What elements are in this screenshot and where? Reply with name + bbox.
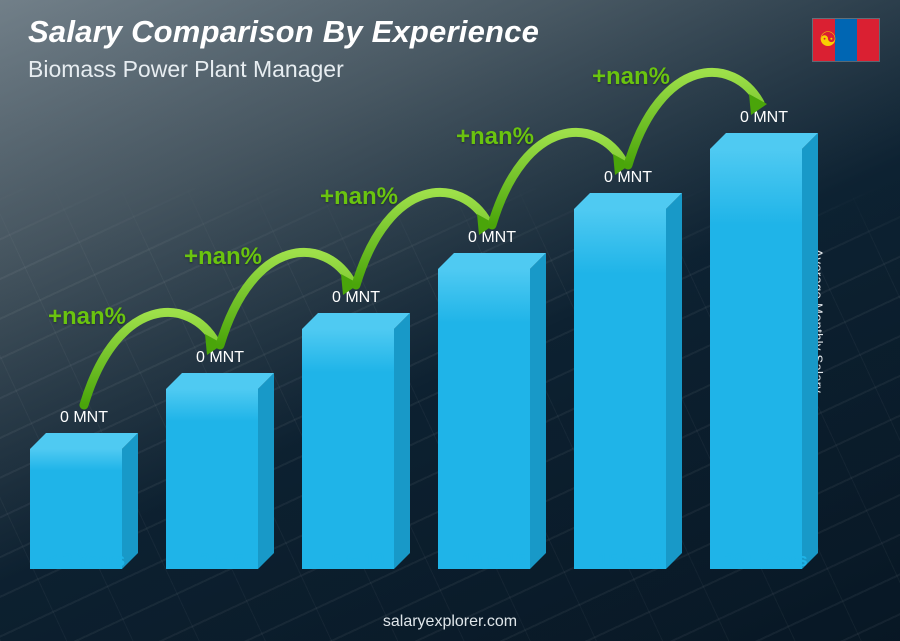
bar <box>438 269 546 569</box>
x-axis-label: < 2 Years <box>16 550 156 571</box>
country-flag-icon: ☯ <box>812 18 880 62</box>
bar <box>574 209 682 569</box>
bar-top <box>30 433 138 449</box>
infographic-canvas: Salary Comparison By Experience Biomass … <box>0 0 900 641</box>
bar-chart: 0 MNT< 2 Years0 MNT2 to 50 MNT5 to 100 M… <box>30 100 846 595</box>
x-axis-label: 10 to 15 <box>424 550 564 571</box>
title-block: Salary Comparison By Experience Biomass … <box>28 14 539 83</box>
bar-side <box>122 433 138 569</box>
bar <box>166 389 274 569</box>
footer-credit: salaryexplorer.com <box>0 613 900 631</box>
bar-front <box>574 209 666 569</box>
bar-front <box>438 269 530 569</box>
flag-stripe <box>857 19 879 61</box>
bar-side <box>394 313 410 569</box>
bar-side <box>530 253 546 569</box>
page-title: Salary Comparison By Experience <box>28 14 539 50</box>
bar-front <box>302 329 394 569</box>
bar-side <box>802 133 818 569</box>
growth-arrow-icon <box>618 33 780 175</box>
bar-slot: 0 MNT< 2 Years <box>30 409 138 569</box>
x-axis-label: 2 to 5 <box>152 550 292 571</box>
bar <box>710 149 818 569</box>
flag-symbol-icon: ☯ <box>819 30 837 50</box>
flag-stripe <box>835 19 857 61</box>
bar-front <box>710 149 802 569</box>
x-axis-label: 20+ Years <box>696 550 836 571</box>
bars-container: 0 MNT< 2 Years0 MNT2 to 50 MNT5 to 100 M… <box>30 100 846 595</box>
bar-slot: 0 MNT20+ Years <box>710 109 818 569</box>
x-axis-label: 5 to 10 <box>288 550 428 571</box>
bar <box>302 329 410 569</box>
page-subtitle: Biomass Power Plant Manager <box>28 56 539 83</box>
bar-front <box>166 389 258 569</box>
bar-side <box>258 373 274 569</box>
x-axis-label: 15 to 20 <box>560 550 700 571</box>
bar-side <box>666 193 682 569</box>
